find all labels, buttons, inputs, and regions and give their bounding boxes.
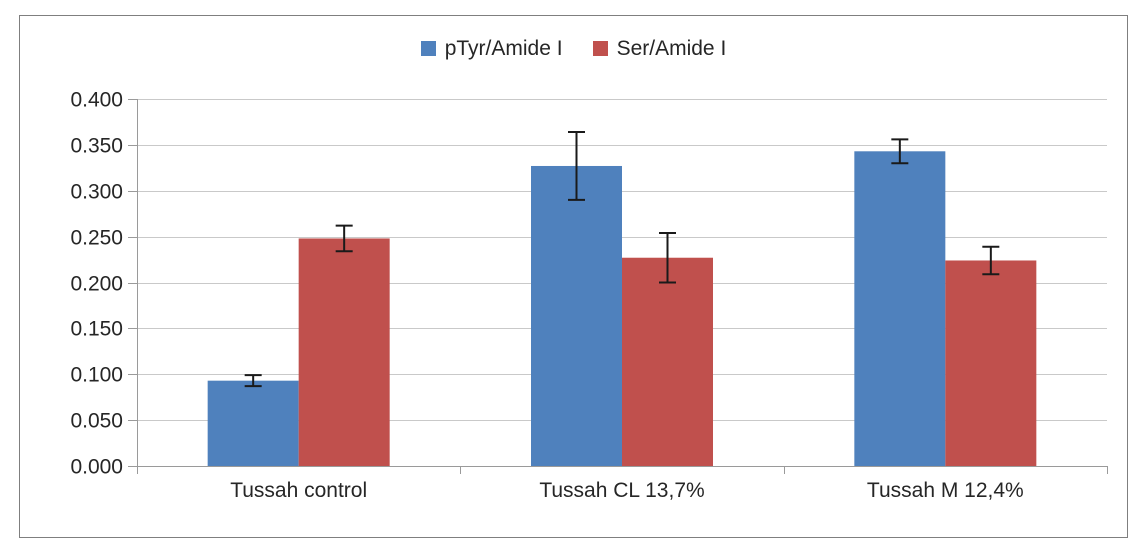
legend-label-ptyr: pTyr/Amide I xyxy=(444,37,563,60)
y-tick-label: 0.100 xyxy=(70,364,123,387)
y-tick-label: 0.400 xyxy=(70,89,123,112)
legend-item-ptyr: pTyr/Amide I xyxy=(420,37,563,60)
x-category-label: Tussah CL 13,7% xyxy=(539,479,704,502)
bar-ser-0 xyxy=(298,238,390,466)
legend-item-ser: Ser/Amide I xyxy=(592,37,727,60)
y-tick-label: 0.350 xyxy=(70,135,123,158)
bar-ptyr-1 xyxy=(531,165,622,467)
y-tick-label: 0.150 xyxy=(70,318,123,341)
legend-swatch-ser-icon xyxy=(592,41,608,56)
legend-label-ser: Ser/Amide I xyxy=(616,37,727,60)
y-tick-label: 0.250 xyxy=(70,227,123,250)
bar-ser-2 xyxy=(945,260,1037,466)
y-tick-label: 0.000 xyxy=(70,456,123,479)
x-category-label: Tussah control xyxy=(230,479,367,502)
y-tick-label: 0.200 xyxy=(70,273,123,296)
chart-legend: pTyr/Amide I Ser/Amide I xyxy=(20,38,1127,59)
y-tick-label: 0.300 xyxy=(70,181,123,204)
bar-ptyr-0 xyxy=(207,380,299,466)
y-tick-label: 0.050 xyxy=(70,410,123,433)
legend-swatch-ptyr-icon xyxy=(420,41,436,56)
x-category-label: Tussah M 12,4% xyxy=(867,479,1024,502)
bar-ptyr-2 xyxy=(854,151,946,467)
bar-ser-1 xyxy=(622,257,713,466)
